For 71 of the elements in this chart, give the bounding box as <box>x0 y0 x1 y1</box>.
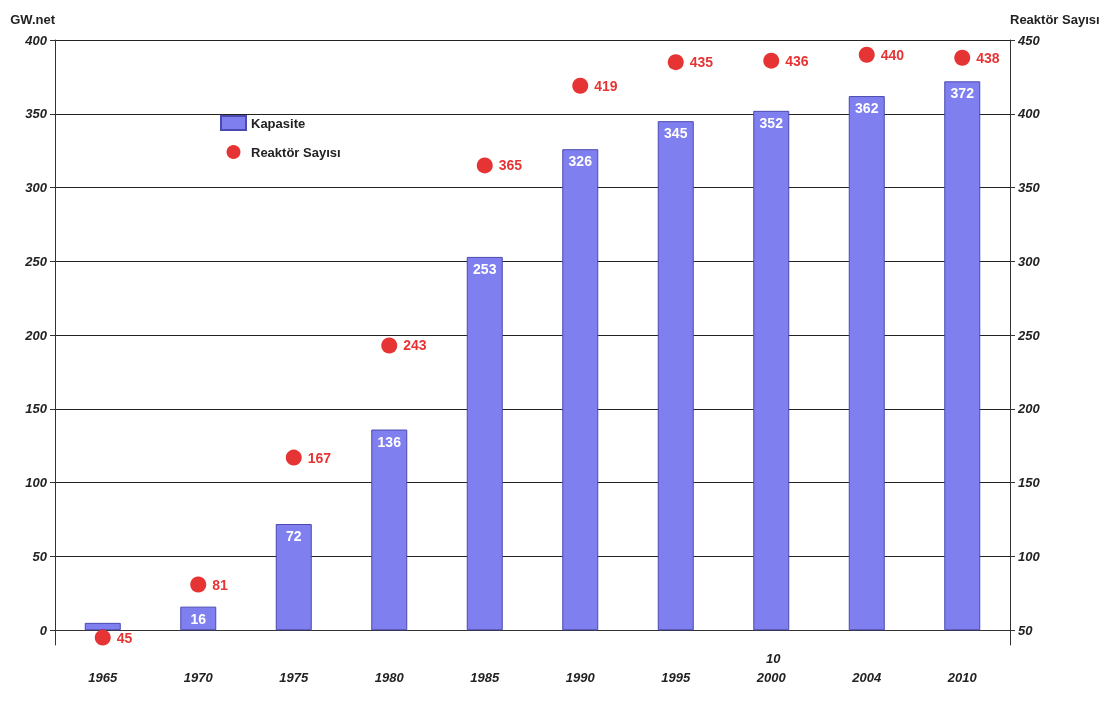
data-label: 438 <box>976 49 1000 66</box>
point <box>285 449 302 466</box>
point <box>190 576 207 593</box>
bar <box>944 81 981 631</box>
x-tick-label: 1975 <box>279 670 309 685</box>
y2-tick-label: 200 <box>1017 401 1041 417</box>
data-label: 243 <box>403 337 427 354</box>
data-label: 440 <box>880 46 905 63</box>
data-label: 326 <box>568 153 593 170</box>
y-tick-label: 0 <box>39 622 48 638</box>
x-tick-label: 1970 <box>183 670 214 685</box>
data-label: 72 <box>285 528 302 544</box>
data-label: 45 <box>116 629 133 646</box>
y-tick-label: 350 <box>25 106 48 122</box>
bar <box>275 524 312 631</box>
y-tick-label: 50 <box>32 548 48 564</box>
y2-tick-label: 250 <box>1017 327 1041 343</box>
bar <box>562 149 599 631</box>
data-label: 136 <box>377 433 402 450</box>
y-tick-label: 250 <box>24 253 48 269</box>
point <box>858 46 875 63</box>
text: 10 <box>766 651 782 666</box>
y-tick-label: 200 <box>24 327 48 343</box>
point <box>94 629 111 646</box>
y-tick-label: 100 <box>25 475 48 491</box>
point <box>476 157 493 174</box>
legend-label: Kapasite <box>251 115 306 131</box>
point <box>572 77 589 94</box>
x-tick-label: 2004 <box>851 670 882 685</box>
data-label: 16 <box>190 610 207 627</box>
bar <box>84 622 121 631</box>
bar <box>753 110 790 631</box>
data-label: 435 <box>689 54 714 71</box>
data-label: 167 <box>307 449 332 466</box>
x-tick-label: 1990 <box>565 670 596 685</box>
x-tick-label: 1985 <box>470 670 500 685</box>
legend-label: Reaktör Sayısı <box>251 144 341 160</box>
point <box>954 49 971 66</box>
data-label: 81 <box>212 576 229 593</box>
data-label: 365 <box>498 157 523 174</box>
x-tick-label: 1980 <box>374 670 405 685</box>
data-label: 352 <box>759 114 784 131</box>
data-label: 436 <box>785 52 809 69</box>
x-tick-label: 1965 <box>88 670 118 685</box>
x-tick-label: 2010 <box>946 670 978 685</box>
y2-tick-label: 300 <box>1018 253 1041 269</box>
y2-axis-title: Reaktör Sayısı <box>1010 12 1100 27</box>
bar <box>466 256 503 631</box>
y2-tick-label: 50 <box>1018 622 1034 638</box>
y2-tick-label: 100 <box>1018 548 1041 564</box>
data-label: 362 <box>855 100 879 117</box>
bar <box>848 96 885 631</box>
y2-tick-label: 450 <box>1017 32 1041 48</box>
bar <box>657 121 694 631</box>
y-tick-label: 150 <box>25 401 48 417</box>
data-label: 253 <box>473 260 497 277</box>
y2-tick-label: 400 <box>1017 106 1041 122</box>
data-label: 345 <box>664 125 688 142</box>
data-label: 419 <box>594 77 618 94</box>
x-tick-label: 1995 <box>661 670 691 685</box>
y2-tick-label: 150 <box>1018 475 1041 491</box>
point <box>667 54 684 71</box>
y-tick-label: 400 <box>24 32 48 48</box>
bar <box>371 429 408 631</box>
point <box>381 337 398 354</box>
point <box>763 52 780 69</box>
x-tick-label: 2000 <box>755 670 787 685</box>
y-tick-label: 300 <box>25 180 48 196</box>
y2-tick-label: 350 <box>1018 180 1041 196</box>
data-label: 372 <box>950 85 975 102</box>
y-axis-title: GW.net <box>10 12 56 27</box>
